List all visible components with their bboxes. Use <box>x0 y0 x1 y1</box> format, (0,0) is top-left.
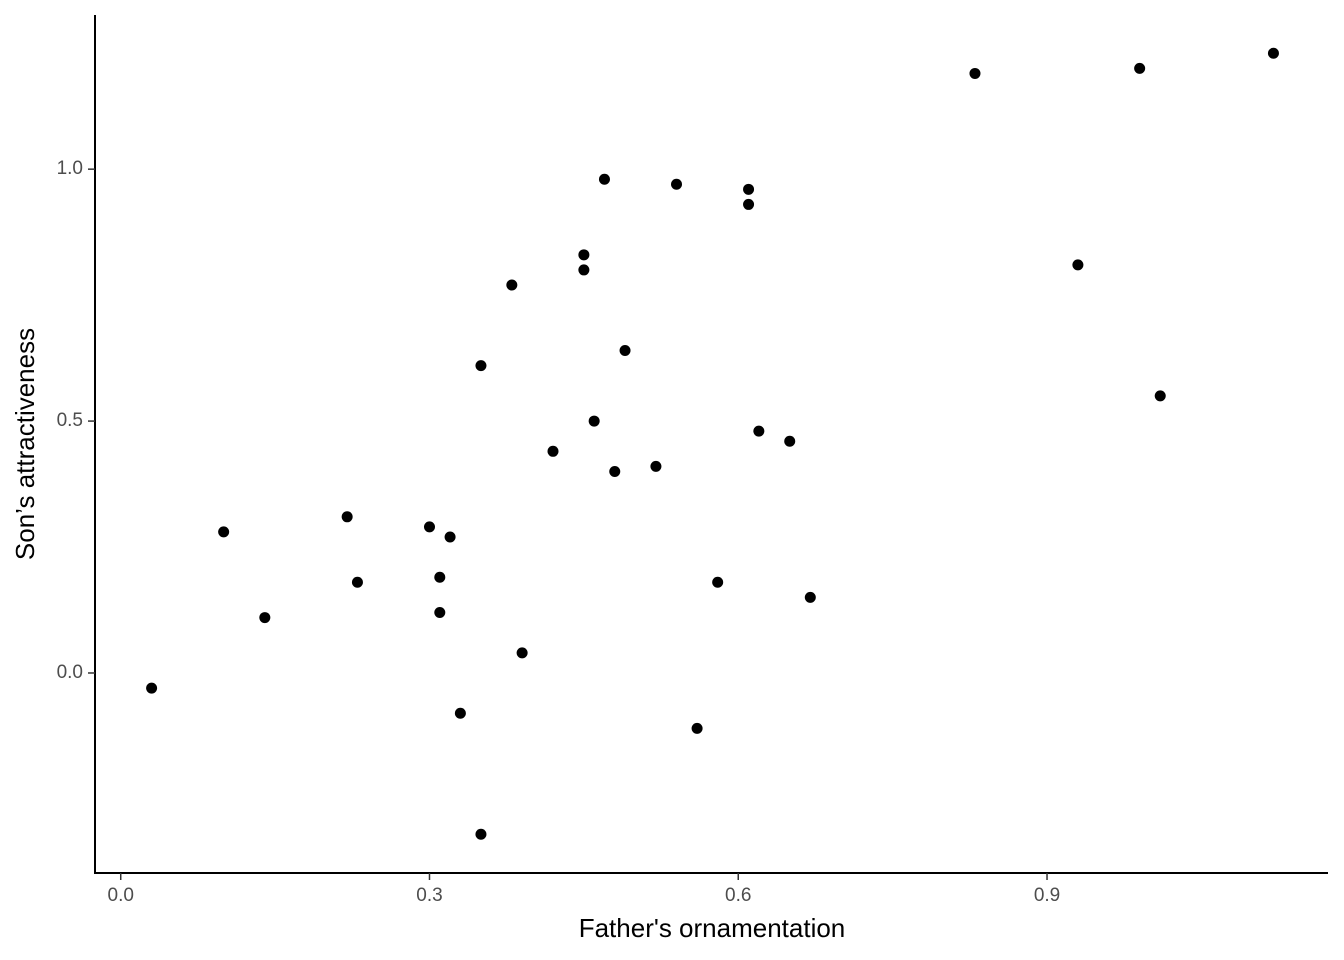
y-tick-label: 0.0 <box>57 662 83 683</box>
point <box>671 178 683 190</box>
point <box>753 425 765 437</box>
point <box>743 183 755 195</box>
point <box>588 415 600 427</box>
point <box>619 345 631 357</box>
point <box>146 682 158 694</box>
x-tick-label: 0.3 <box>416 885 442 906</box>
point <box>609 465 621 477</box>
point <box>691 722 703 734</box>
point <box>650 460 662 472</box>
point <box>578 249 590 261</box>
point <box>434 571 446 583</box>
point <box>218 526 230 538</box>
point <box>598 173 610 185</box>
x-tick-label: 0.6 <box>725 885 751 906</box>
point <box>341 511 353 523</box>
point <box>475 828 487 840</box>
point <box>444 531 456 543</box>
point <box>712 576 724 588</box>
point <box>1154 390 1166 402</box>
point <box>969 67 981 79</box>
point <box>1134 62 1146 74</box>
point <box>259 612 271 624</box>
x-tick-label: 0.0 <box>108 885 134 906</box>
point <box>1267 47 1279 59</box>
y-axis-title: Son’s attractiveness <box>10 328 40 560</box>
point <box>423 521 435 533</box>
point <box>351 576 363 588</box>
point <box>506 279 518 291</box>
point <box>784 435 796 447</box>
point <box>516 647 528 659</box>
point <box>804 591 816 603</box>
point <box>434 607 446 619</box>
x-axis-title: Father's ornamentation <box>579 913 846 943</box>
point <box>743 198 755 210</box>
x-tick-label: 0.9 <box>1034 885 1060 906</box>
point <box>547 445 559 457</box>
y-tick-label: 0.5 <box>57 410 83 431</box>
point <box>1072 259 1084 271</box>
point <box>578 264 590 276</box>
y-tick-label: 1.0 <box>57 158 83 179</box>
point <box>475 360 487 372</box>
point <box>454 707 466 719</box>
